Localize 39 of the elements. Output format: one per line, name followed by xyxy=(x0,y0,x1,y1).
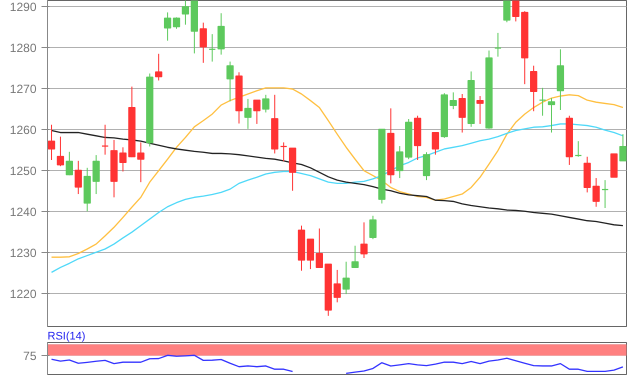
candlestick xyxy=(155,53,162,81)
candlestick xyxy=(56,136,64,167)
candlestick xyxy=(218,12,225,56)
candlestick xyxy=(200,22,207,64)
candlestick xyxy=(164,12,172,42)
candlestick xyxy=(244,98,252,130)
y-tick-label: 1250 xyxy=(10,164,37,178)
y-tick-label: 1220 xyxy=(10,287,37,302)
candlestick xyxy=(253,100,260,124)
candlestick xyxy=(458,93,466,134)
line-series xyxy=(50,123,624,274)
y-tick-label: 1240 xyxy=(10,205,37,220)
candlestick xyxy=(503,0,510,23)
candlestick xyxy=(476,96,484,124)
y-tick-label: 1230 xyxy=(10,246,37,260)
candlestick xyxy=(342,261,350,295)
line-series xyxy=(50,130,624,226)
y-tick-label: 1260 xyxy=(10,123,37,138)
candlestick xyxy=(548,98,556,134)
y-tick-label: 1290 xyxy=(10,0,37,14)
candlestick xyxy=(422,152,430,181)
candlestick xyxy=(226,61,234,102)
candlestick xyxy=(74,160,82,195)
candlestick xyxy=(208,34,216,62)
text: 75 xyxy=(23,349,37,364)
candlestick xyxy=(432,132,440,156)
y-tick-label: 1280 xyxy=(10,41,37,56)
candlestick xyxy=(360,222,368,259)
candlestick xyxy=(619,134,626,162)
candlestick xyxy=(48,124,56,161)
line-series xyxy=(50,87,624,258)
candlestick xyxy=(369,215,377,240)
candlestick xyxy=(351,245,359,268)
chart-title: RSI(14) xyxy=(48,330,86,342)
candlestick xyxy=(66,151,73,176)
candlestick xyxy=(610,153,618,178)
candlestick xyxy=(262,94,270,113)
candlestick xyxy=(530,65,538,112)
y-tick-label: 1270 xyxy=(10,82,37,96)
